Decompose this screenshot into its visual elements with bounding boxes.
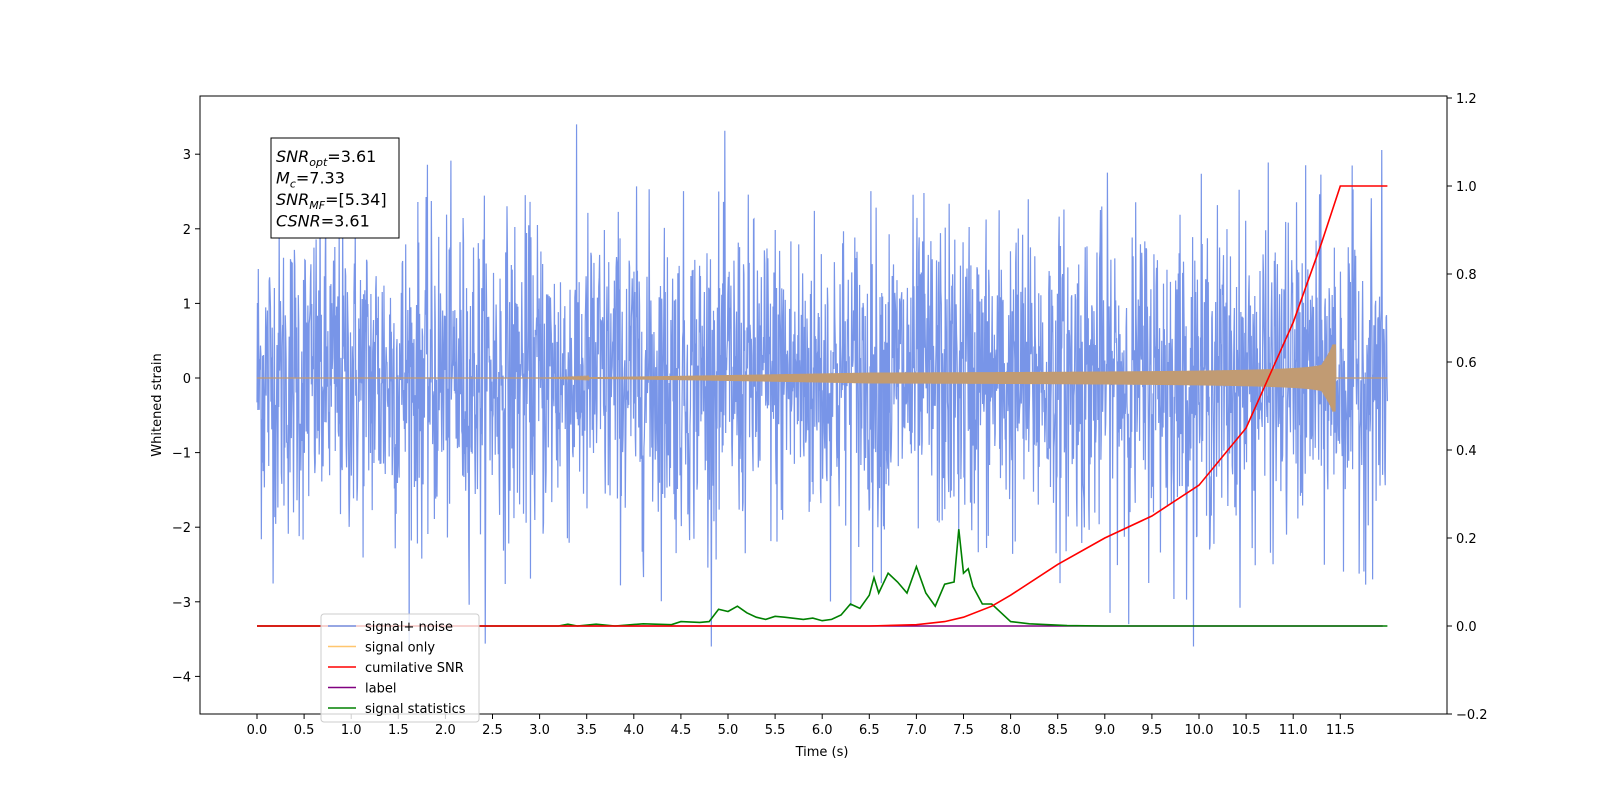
- annotation-frame: [270, 137, 400, 239]
- x-tick-label: 5.0: [718, 723, 739, 738]
- annotation-line: SNRopt=3.61: [276, 147, 376, 169]
- y-tick-label: −1: [172, 447, 191, 462]
- y2-tick-label: 0.4: [1456, 444, 1477, 459]
- y2-tick-label: 0.6: [1456, 356, 1477, 371]
- x-tick-label: 5.5: [765, 723, 786, 738]
- series-signal-only: [257, 344, 1388, 412]
- x-tick-label: 2.0: [435, 723, 456, 738]
- x-tick-label: 6.0: [812, 723, 833, 738]
- legend-entry: signal statistics: [365, 702, 466, 717]
- series-signal-statistics: [257, 529, 1388, 627]
- x-tick-label: 10.0: [1185, 723, 1214, 738]
- y-tick-label: 3: [183, 148, 191, 163]
- legend-entry: label: [365, 682, 396, 697]
- y-axis-left: 3 2 1 0 −1 −2 −3 −4: [172, 148, 200, 685]
- x-tick-label: 1.0: [341, 723, 362, 738]
- legend-entry: signal+ noise: [365, 620, 453, 635]
- annotation-line: Mc=7.33: [276, 169, 345, 191]
- x-axis-label: Time (s): [795, 745, 849, 760]
- y-tick-label: −2: [172, 521, 191, 536]
- y-tick-label: −3: [172, 596, 191, 611]
- y2-tick-label: −0.2: [1456, 708, 1488, 723]
- legend-entry: signal only: [365, 641, 435, 656]
- y2-tick-label: 0.0: [1456, 620, 1477, 635]
- annotation-line: SNRMF=[5.34]: [276, 190, 387, 212]
- y-tick-label: 1: [183, 297, 191, 312]
- annotation-line: CSNR=3.61: [276, 212, 370, 231]
- x-tick-label: 6.5: [859, 723, 880, 738]
- x-tick-label: 4.5: [671, 723, 692, 738]
- series-signal-noise: [256, 124, 1388, 647]
- y2-tick-label: 0.8: [1456, 268, 1477, 283]
- x-tick-label: 10.5: [1232, 723, 1261, 738]
- x-tick-label: 11.5: [1326, 723, 1355, 738]
- x-tick-label: 2.5: [482, 723, 503, 738]
- x-tick-label: 4.0: [623, 723, 644, 738]
- y2-tick-label: 1.2: [1456, 92, 1477, 107]
- legend-frame: [320, 613, 480, 723]
- y-tick-label: 0: [183, 372, 191, 387]
- x-tick-label: 0.5: [294, 723, 315, 738]
- x-tick-label: 3.0: [529, 723, 550, 738]
- legend: signal+ noise signal only cumilative SNR la…: [320, 613, 480, 723]
- x-tick-label: 11.0: [1279, 723, 1308, 738]
- x-tick-label: 9.0: [1094, 723, 1115, 738]
- x-tick-label: 7.5: [953, 723, 974, 738]
- legend-entry: cumilative SNR: [365, 661, 464, 676]
- x-tick-label: 7.0: [906, 723, 927, 738]
- x-tick-label: 8.0: [1000, 723, 1021, 738]
- x-axis: 0.0 0.5 1.0 1.5 2.0 2.5 3.0 3.5 4.0 4.5 5.0 5.5 6.0 6…: [247, 714, 1355, 738]
- y-tick-label: −4: [172, 670, 191, 685]
- series-layer: [256, 124, 1388, 647]
- x-tick-label: 9.5: [1142, 723, 1163, 738]
- x-tick-label: 8.5: [1047, 723, 1068, 738]
- x-tick-label: 3.5: [576, 723, 597, 738]
- x-tick-label: 1.5: [388, 723, 409, 738]
- y-axis-right: 1.2 1.0 0.8 0.6 0.4 0.2 0.0 −0.2: [1447, 92, 1488, 723]
- plot-frame: [199, 95, 1448, 715]
- y-axis-label: Whitened strain: [150, 353, 165, 456]
- y2-tick-label: 1.0: [1456, 180, 1477, 195]
- x-tick-label: 0.0: [247, 723, 268, 738]
- y2-tick-label: 0.2: [1456, 532, 1477, 547]
- y-tick-label: 2: [183, 223, 191, 238]
- series-cumulative-snr: [257, 185, 1388, 627]
